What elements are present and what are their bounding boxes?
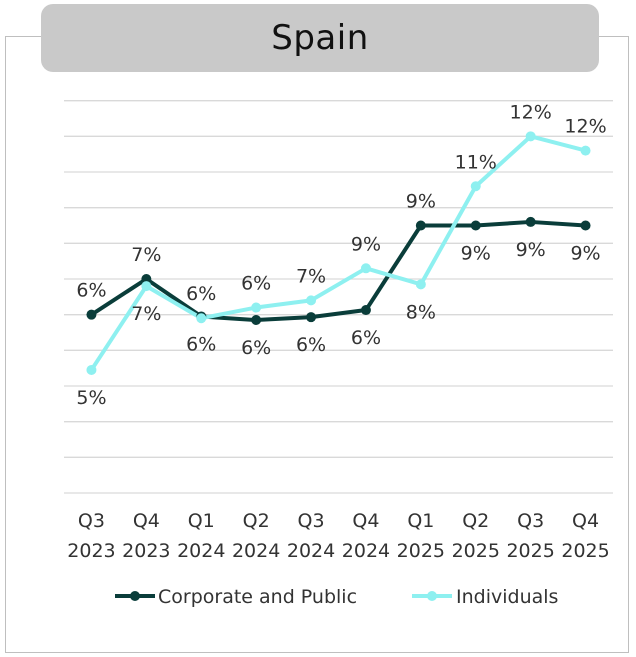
data-label-corporate: 6% xyxy=(76,280,106,302)
data-label-corporate: 6% xyxy=(241,337,271,359)
x-tick-quarter: Q1 xyxy=(188,510,215,532)
data-point-individuals xyxy=(196,313,207,324)
x-tick-quarter: Q3 xyxy=(298,510,325,532)
series-line-individuals xyxy=(89,134,587,372)
data-label-individuals: 9% xyxy=(351,233,381,255)
x-tick-year: 2025 xyxy=(452,540,500,562)
x-tick-year: 2024 xyxy=(287,540,335,562)
data-point-corporate xyxy=(141,274,152,284)
data-point-individuals xyxy=(251,302,262,313)
x-tick-year: 2023 xyxy=(67,540,115,562)
data-point-individuals xyxy=(415,279,426,290)
data-point-individuals xyxy=(360,263,371,274)
x-tick-year: 2024 xyxy=(232,540,280,562)
data-label-individuals: 11% xyxy=(455,151,497,173)
data-label-individuals: 6% xyxy=(241,273,271,295)
legend-swatch-marker xyxy=(427,591,437,601)
data-label-corporate: 7% xyxy=(131,244,161,266)
data-point-individuals xyxy=(580,145,591,156)
data-point-corporate xyxy=(306,312,317,323)
x-tick-quarter: Q4 xyxy=(133,510,160,532)
x-tick-quarter: Q3 xyxy=(517,510,544,532)
data-label-individuals: 7% xyxy=(296,265,326,287)
x-tick-year: 2024 xyxy=(342,540,390,562)
data-point-corporate xyxy=(360,305,371,316)
x-tick-year: 2025 xyxy=(506,540,554,562)
legend-label: Individuals xyxy=(456,586,558,608)
legend-swatch-marker xyxy=(130,591,140,601)
data-point-individuals xyxy=(86,364,97,375)
chart-title: Spain xyxy=(271,18,369,58)
x-tick-quarter: Q4 xyxy=(572,510,599,532)
data-label-corporate: 6% xyxy=(186,333,216,355)
data-label-corporate: 6% xyxy=(296,334,326,356)
x-tick-quarter: Q2 xyxy=(462,510,489,532)
data-point-corporate xyxy=(251,315,262,326)
x-tick-quarter: Q3 xyxy=(78,510,105,532)
x-tick-year: 2024 xyxy=(177,540,225,562)
data-label-corporate: 9% xyxy=(461,243,491,265)
data-label-individuals: 12% xyxy=(510,101,552,123)
title-banner: Spain xyxy=(41,4,599,72)
x-tick-quarter: Q1 xyxy=(407,510,434,532)
data-label-individuals: 6% xyxy=(186,283,216,305)
data-label-corporate: 6% xyxy=(351,327,381,349)
data-label-individuals: 5% xyxy=(76,387,106,409)
series-line-corporate xyxy=(90,219,586,323)
x-tick-quarter: Q2 xyxy=(243,510,270,532)
x-tick-quarter: Q4 xyxy=(352,510,379,532)
data-label-individuals: 8% xyxy=(406,301,436,323)
x-tick-year: 2025 xyxy=(397,540,445,562)
data-point-corporate xyxy=(525,216,536,227)
data-label-individuals: 12% xyxy=(564,116,606,138)
data-point-individuals xyxy=(306,295,317,306)
x-tick-year: 2025 xyxy=(561,540,609,562)
data-point-individuals xyxy=(470,181,481,192)
data-label-corporate: 9% xyxy=(516,239,546,261)
data-label-corporate: 9% xyxy=(406,191,436,213)
data-point-corporate xyxy=(470,220,481,231)
data-point-individuals xyxy=(525,131,536,142)
x-tick-year: 2023 xyxy=(122,540,170,562)
data-point-corporate xyxy=(86,309,97,320)
data-label-individuals: 7% xyxy=(131,303,161,325)
data-point-corporate xyxy=(415,220,426,231)
data-point-individuals xyxy=(141,281,152,292)
data-label-corporate: 9% xyxy=(570,243,600,265)
data-point-corporate xyxy=(580,220,591,231)
legend-label: Corporate and Public xyxy=(158,586,357,608)
